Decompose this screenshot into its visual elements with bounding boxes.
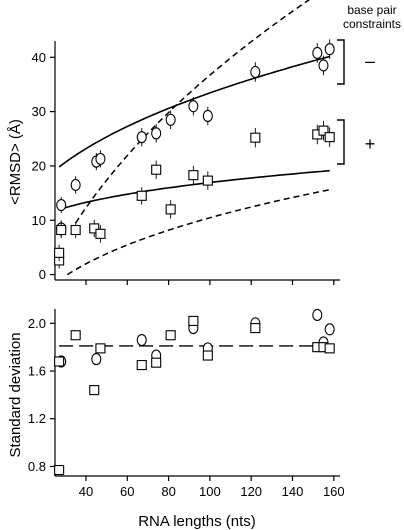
data-point-square — [324, 132, 335, 143]
data-point-circle — [70, 178, 81, 191]
data-point-circle — [324, 43, 335, 56]
bottom-x-tick-label: 160 — [323, 484, 345, 499]
sd-point-square — [54, 356, 65, 367]
bottom-y-axis-label: Standard deviation — [7, 332, 24, 457]
data-point-circle — [250, 65, 261, 79]
fit-curve-series-1 — [58, 55, 330, 168]
annotation-title-line-2: constraints — [343, 17, 401, 31]
data-point-circle — [151, 127, 162, 140]
top-y-tick-label: 20 — [32, 158, 46, 173]
sd-point-square — [202, 350, 213, 361]
data-point-circle — [318, 59, 329, 72]
bottom-x-tick-label: 140 — [282, 484, 304, 499]
data-point-circle — [136, 131, 147, 144]
top-y-axis-label: <RMSD> (Å) — [7, 119, 24, 205]
data-point-square — [188, 170, 199, 181]
bottom-x-tick-label: 40 — [79, 484, 93, 499]
sd-point-square — [54, 464, 65, 476]
data-point-square — [165, 204, 176, 215]
top-y-tick-label: 0 — [39, 267, 46, 282]
sd-point-circle — [136, 333, 147, 347]
data-point-square — [54, 247, 65, 258]
sd-point-square — [70, 330, 81, 341]
bottom-y-tick-label: 1.6 — [28, 364, 46, 379]
sd-point-square — [95, 343, 106, 354]
minus-label: – — [365, 51, 375, 71]
sd-point-square — [151, 357, 162, 368]
bottom-y-tick-label: 1.2 — [28, 411, 46, 426]
sd-point-square — [324, 343, 335, 354]
bottom-x-tick-label: 60 — [120, 484, 134, 499]
bottom-y-tick-label: 2.0 — [28, 316, 46, 331]
sd-point-square — [136, 360, 147, 371]
sd-point-square — [165, 330, 176, 341]
dashed-curve-1 — [75, 0, 311, 224]
data-point-circle — [188, 100, 199, 113]
sd-point-circle — [91, 353, 102, 366]
dashed-curve-2 — [67, 188, 330, 276]
sd-point-circle — [324, 323, 335, 336]
annotation-title-line-1: base pair — [347, 3, 396, 17]
data-point-square — [202, 175, 213, 186]
data-point-square — [95, 228, 106, 239]
data-point-circle — [95, 152, 106, 165]
sd-point-square — [188, 315, 199, 326]
data-point-circle — [165, 113, 176, 126]
bottom-y-tick-label: 0.8 — [28, 459, 46, 474]
data-point-square — [56, 224, 67, 236]
data-point-square — [136, 190, 147, 201]
data-point-square — [318, 125, 329, 136]
data-point-square — [250, 132, 261, 143]
data-point-circle — [312, 46, 323, 60]
sd-point-square — [250, 323, 261, 334]
plus-label: + — [365, 134, 376, 154]
data-point-square — [151, 164, 162, 175]
bottom-x-tick-label: 100 — [199, 484, 221, 499]
top-y-tick-label: 40 — [32, 50, 46, 65]
x-axis-label: RNA lengths (nts) — [138, 513, 256, 530]
bracket-plus — [337, 119, 345, 165]
bottom-panel: 0.8 1.2 1.6 2.0 40 60 80 100 120 140 160 — [28, 308, 345, 499]
data-point-circle — [202, 109, 213, 123]
bracket-minus — [337, 39, 345, 85]
top-y-tick-label: 10 — [32, 213, 46, 228]
bottom-x-tick-label: 120 — [240, 484, 262, 499]
sd-point-circle — [312, 308, 323, 322]
sd-point-square — [89, 385, 100, 396]
top-y-tick-label: 30 — [32, 104, 46, 119]
fit-curve-series-2 — [58, 169, 330, 211]
data-point-square — [89, 223, 100, 234]
data-point-square — [70, 224, 81, 236]
bottom-x-tick-label: 80 — [161, 484, 175, 499]
top-panel: 0 10 20 30 40 — [32, 0, 340, 285]
data-point-circle — [56, 198, 67, 212]
